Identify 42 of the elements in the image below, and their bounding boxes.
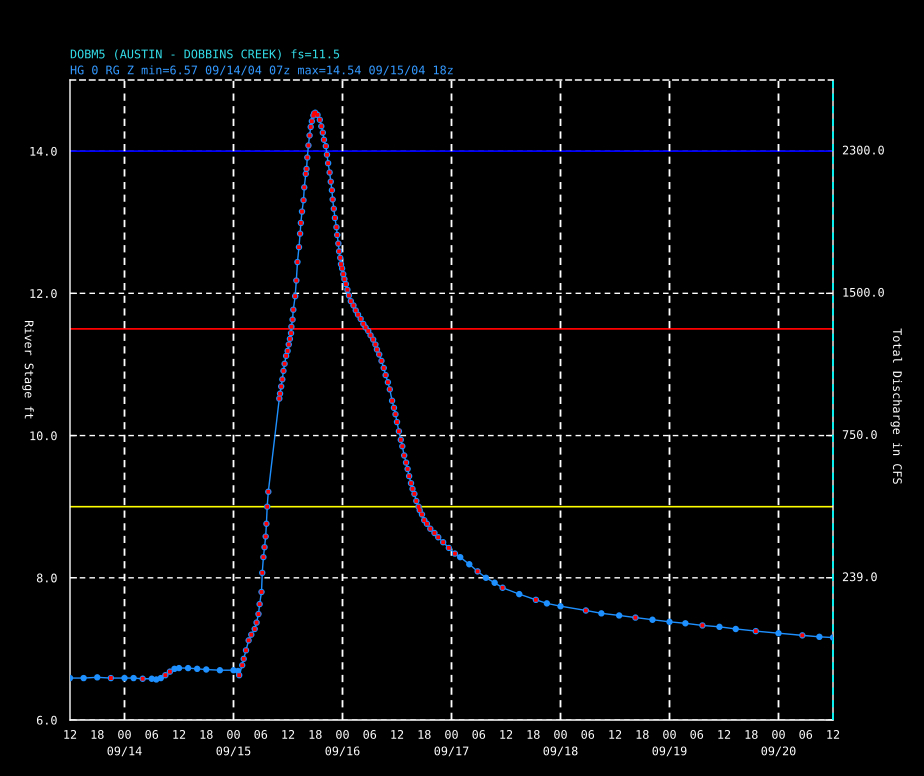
x-tick-label: 00 09/17	[434, 730, 468, 756]
x-tick-label: 00 09/19	[652, 730, 686, 756]
x-tick-label: 12	[718, 730, 730, 739]
x-tick-label: 12	[391, 730, 404, 739]
y-axis-title: River Stage ft	[22, 320, 34, 419]
x-tick-label: 18	[92, 730, 104, 739]
x-tick-label: 00 09/18	[544, 730, 578, 756]
x-tick-label: 00 09/15	[216, 730, 250, 756]
y-tick-label: 6.0	[36, 716, 57, 725]
x-tick-label: 12	[173, 730, 186, 739]
y2-axis-title: Total Discharge in CFS	[890, 328, 902, 484]
x-tick-label: 00 09/14	[108, 730, 142, 756]
x-tick-label: 06	[254, 730, 268, 739]
x-tick-label: 06	[472, 730, 486, 739]
text: 1500.0	[843, 288, 884, 297]
x-tick-label: 18	[636, 730, 649, 739]
y-tick-label: 14.0	[30, 146, 57, 156]
text: 239.0	[842, 572, 877, 582]
x-tick-label: 06	[690, 730, 704, 739]
x-tick-label: 18	[746, 730, 758, 739]
x-tick-label: 06	[799, 730, 812, 739]
text: 2300.0	[842, 146, 884, 155]
x-tick-label: 18	[528, 730, 540, 739]
x-tick-label: 18	[200, 730, 213, 739]
x-tick-label: 12	[827, 730, 840, 739]
y-tick-label: 12.0	[30, 289, 57, 298]
chart-title: DOBM5 (AUSTIN - DOBBINS CREEK) fs=11.5	[70, 49, 340, 60]
x-tick-label: 12	[64, 730, 76, 739]
x-tick-label: 00 09/20	[762, 730, 796, 756]
y-tick-label: 10.0	[30, 431, 57, 440]
y-tick-label: 8.0	[36, 574, 57, 582]
text: 750.0	[842, 430, 877, 440]
chart-subtitle: HG 0 RG Z min=6.57 09/14/04 07z max=14.54 09/15/04 18z	[70, 65, 453, 76]
x-tick-label: 06	[145, 730, 158, 739]
x-tick-label: 06	[363, 730, 376, 739]
x-tick-label: 12	[609, 730, 622, 739]
x-tick-label: 00 09/16	[326, 730, 360, 756]
x-tick-label: 18	[418, 730, 431, 739]
x-tick-label: 18	[310, 730, 322, 739]
x-tick-label: 12	[282, 730, 294, 739]
x-tick-label: 12	[500, 730, 512, 739]
x-tick-label: 06	[581, 730, 594, 739]
